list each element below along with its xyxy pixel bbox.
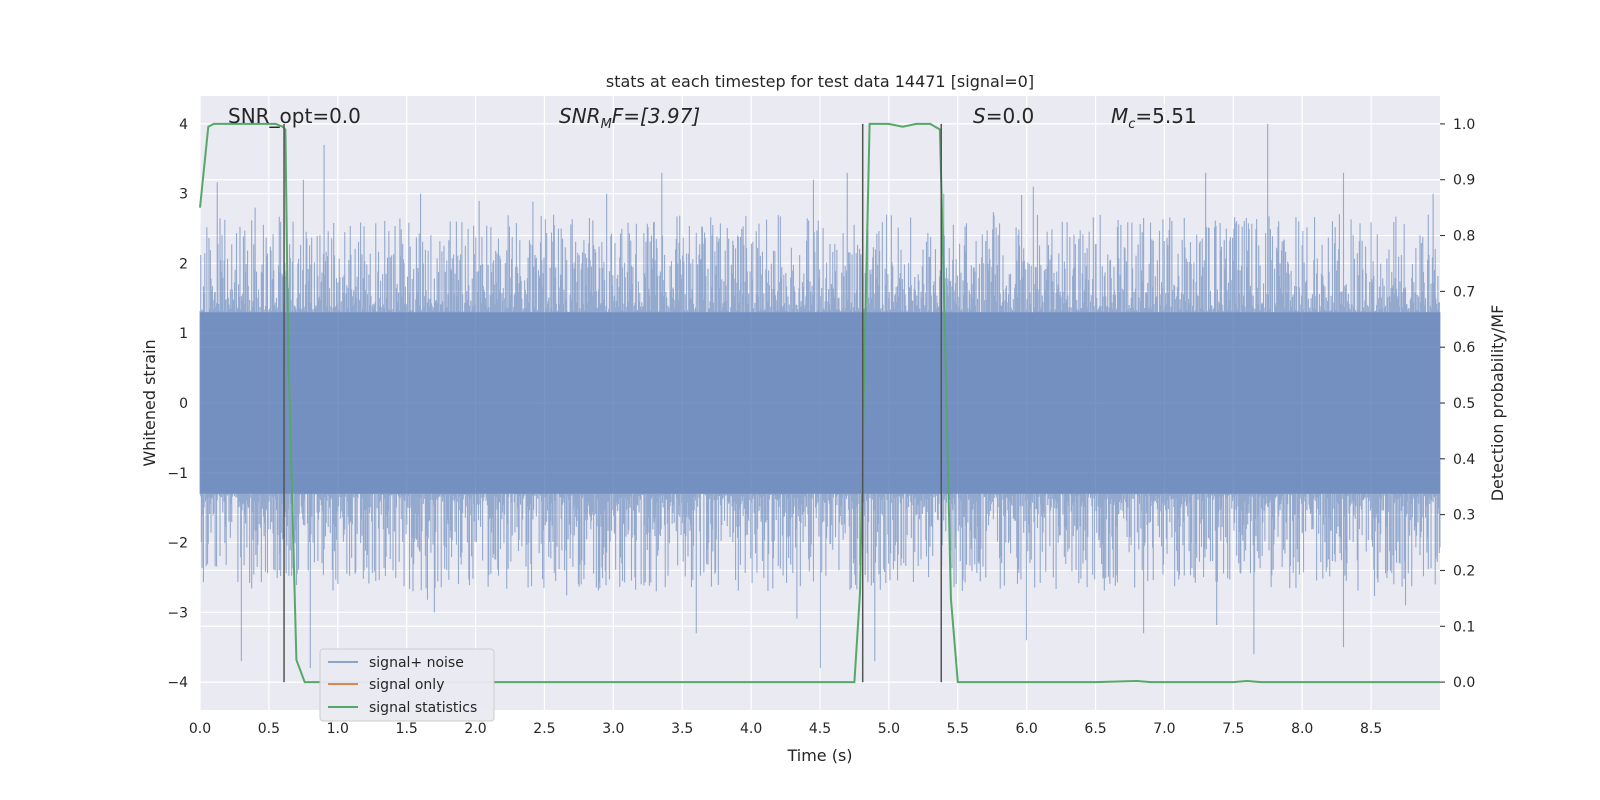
x-tick-label: 1.5 <box>396 721 418 737</box>
mc-sub: c <box>1128 117 1135 132</box>
legend-box <box>319 648 495 722</box>
y-tick-label-right: 1.0 <box>1453 117 1475 133</box>
x-tick-label: 4.0 <box>740 721 762 737</box>
x-tick-label: 7.0 <box>1153 721 1175 737</box>
legend-label-signal-only: signal only <box>369 677 444 693</box>
snr-mf-rest: F=[3.97] <box>612 104 700 128</box>
x-tick-label: 2.5 <box>533 721 555 737</box>
y-tick-label-right: 0.1 <box>1453 619 1475 635</box>
y-tick-label-left: 3 <box>179 187 188 203</box>
x-tick-label: 8.0 <box>1291 721 1313 737</box>
signal-noise-series <box>199 123 1441 669</box>
x-tick-label: 7.5 <box>1222 721 1244 737</box>
y-tick-label-right: 0.7 <box>1453 284 1475 300</box>
snr-mf-symbol: SNR <box>559 104 601 128</box>
chart-title: stats at each timestep for test data 144… <box>606 72 1034 91</box>
y-tick-label-left: −1 <box>167 466 188 482</box>
y-tick-label-right: 0.4 <box>1453 452 1475 468</box>
x-tick-label: 0.5 <box>258 721 280 737</box>
tick-labels: 0.0 0.5 1.0 1.5 2.0 2.5 3.0 3.5 4.0 4.5 5.0 5.5 6.0 6… <box>167 117 1475 737</box>
signal-noise-line <box>199 123 1441 669</box>
y-tick-label-right: 0.0 <box>1453 675 1475 691</box>
signal-statistics-line <box>199 122 1440 684</box>
signal-statistics-series <box>199 122 1440 684</box>
legend-label-signal-noise: signal+ noise <box>369 655 464 671</box>
x-tick-label: 6.5 <box>1084 721 1106 737</box>
y-tick-label-left: 1 <box>179 326 188 342</box>
y-tick-label-left: 2 <box>179 256 188 272</box>
mc-symbol: M <box>1111 104 1128 128</box>
x-axis-label: Time (s) <box>786 746 852 765</box>
x-tick-label: 4.5 <box>809 721 831 737</box>
y-axis-label-left: Whitened strain <box>140 339 159 466</box>
annotation-s: S=0.0 <box>973 104 1034 128</box>
y-tick-label-left: 0 <box>179 396 188 412</box>
y-tick-label-left: −3 <box>167 605 188 621</box>
y-tick-label-right: 0.5 <box>1453 396 1475 412</box>
y-tick-label-left: −2 <box>167 536 188 552</box>
legend-label-signal-statistics: signal statistics <box>369 700 477 716</box>
x-tick-label: 5.5 <box>947 721 969 737</box>
x-tick-label: 1.0 <box>327 721 349 737</box>
annotation-snr-mf: SNRMF=[3.97] <box>559 104 700 132</box>
signal-noise-core <box>200 312 1440 494</box>
legend: signal+ noise signal only signal statist… <box>319 648 495 722</box>
x-tick-label: 8.5 <box>1360 721 1382 737</box>
y-tick-label-right: 0.9 <box>1453 173 1475 189</box>
x-tick-label: 3.5 <box>671 721 693 737</box>
x-tick-label: 0.0 <box>189 721 211 737</box>
s-symbol: S <box>973 104 986 128</box>
x-tick-label: 5.0 <box>878 721 900 737</box>
vertical-markers <box>283 123 942 683</box>
y-tick-label-right: 0.3 <box>1453 508 1475 524</box>
y-tick-label-right: 0.2 <box>1453 563 1475 579</box>
y-tick-label-left: 4 <box>179 117 188 133</box>
mc-rest: =5.51 <box>1135 104 1196 128</box>
x-tick-label: 2.0 <box>464 721 486 737</box>
x-tick-label: 3.0 <box>602 721 624 737</box>
y-tick-label-right: 0.8 <box>1453 229 1475 245</box>
y-tick-label-left: −4 <box>167 675 188 691</box>
s-rest: =0.0 <box>986 104 1035 128</box>
snr-mf-sub: M <box>601 117 612 132</box>
y-axis-label-right: Detection probability/MF <box>1488 305 1507 502</box>
x-tick-label: 6.0 <box>1016 721 1038 737</box>
annotation-snr-opt: SNR_opt=0.0 <box>228 104 361 128</box>
annotation-mc: Mc=5.51 <box>1111 104 1197 132</box>
y-tick-label-right: 0.6 <box>1453 340 1475 356</box>
